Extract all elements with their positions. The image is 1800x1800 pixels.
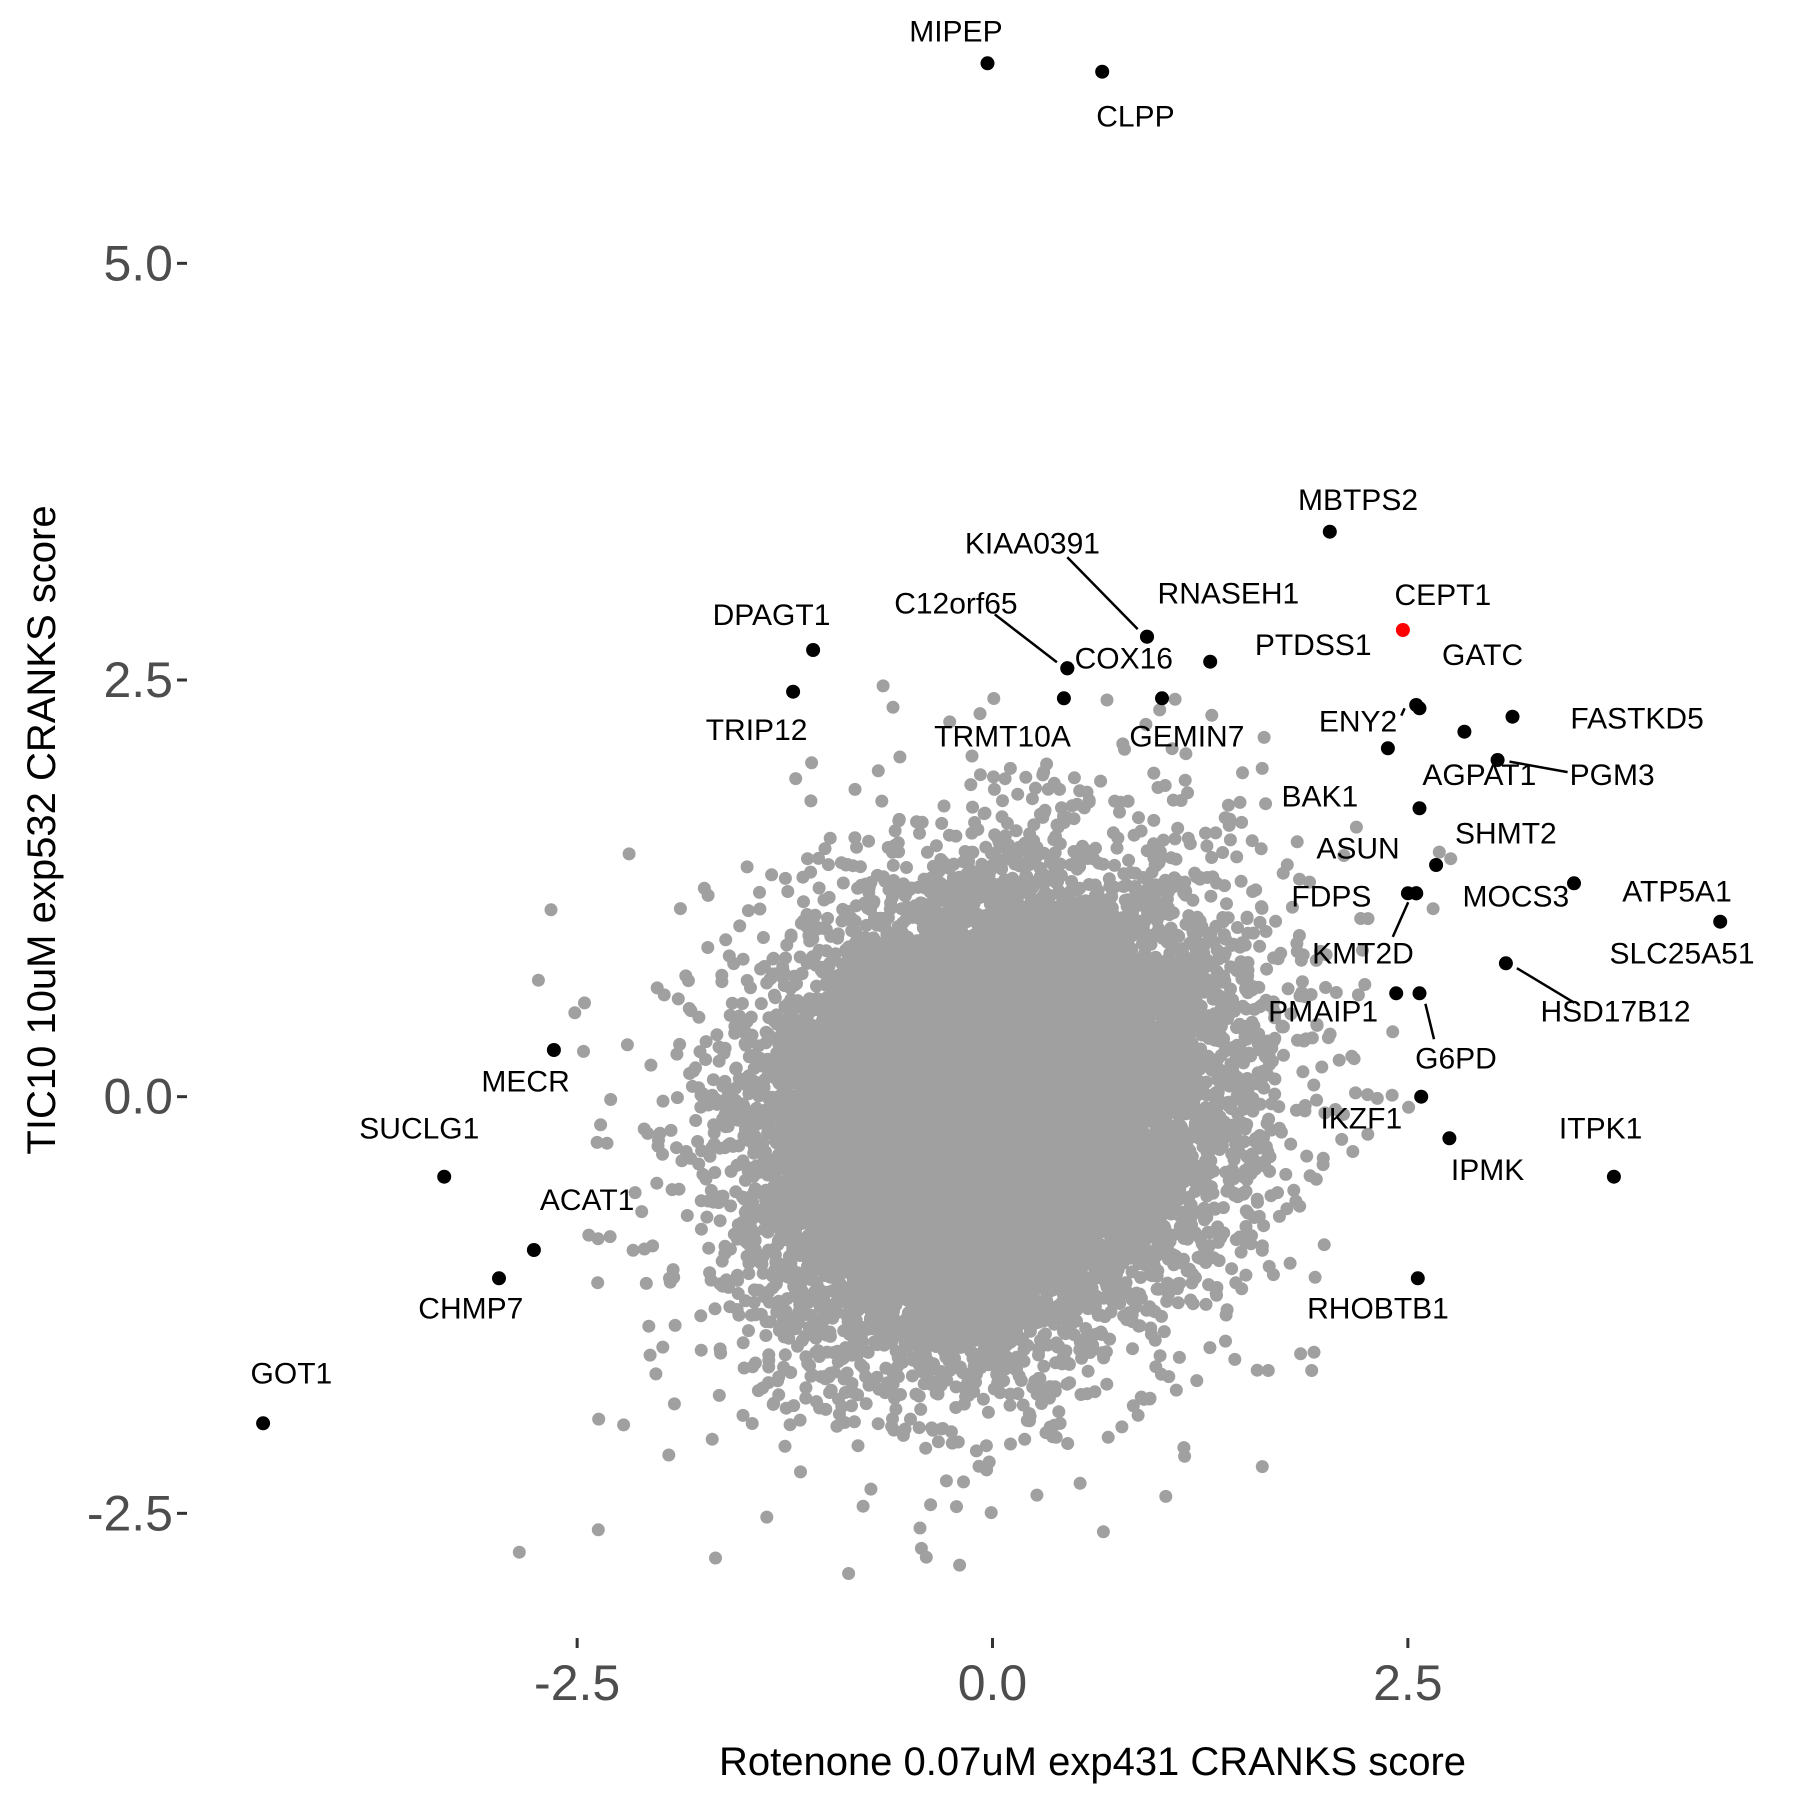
background-points: [512, 679, 1458, 1580]
background-point: [656, 1340, 670, 1354]
background-point: [836, 902, 850, 916]
background-point: [705, 1432, 719, 1446]
background-point: [753, 885, 766, 899]
background-point: [725, 996, 739, 1010]
background-point: [892, 814, 906, 828]
background-point: [1303, 875, 1316, 889]
background-point: [642, 1319, 656, 1333]
background-point: [1156, 833, 1170, 847]
background-point: [1169, 1383, 1183, 1397]
background-point: [762, 1348, 776, 1362]
background-point: [603, 1230, 617, 1244]
background-point: [1165, 742, 1179, 756]
background-point: [1172, 1350, 1186, 1364]
background-point: [929, 839, 943, 853]
background-point: [920, 845, 934, 859]
background-point: [987, 692, 1001, 705]
background-point: [694, 1100, 708, 1114]
background-point: [979, 1439, 993, 1453]
background-point: [1153, 1349, 1167, 1363]
background-point: [812, 881, 826, 895]
background-point: [886, 858, 900, 872]
background-point: [1255, 1460, 1269, 1474]
background-point: [544, 903, 558, 917]
background-point: [708, 1302, 722, 1316]
background-point: [1236, 766, 1249, 780]
background-point: [987, 770, 1000, 784]
background-point: [781, 885, 795, 898]
background-point: [875, 794, 889, 808]
background-point: [1115, 1420, 1129, 1434]
background-point: [694, 1309, 708, 1323]
background-point: [740, 860, 754, 874]
background-point: [1221, 798, 1235, 812]
background-point: [913, 1521, 927, 1535]
background-point: [1281, 982, 1295, 996]
background-point: [1073, 1476, 1087, 1490]
background-point: [1228, 1352, 1242, 1366]
background-point: [670, 1091, 684, 1105]
background-point: [1067, 771, 1081, 785]
background-point: [1332, 1053, 1346, 1067]
background-point: [1100, 693, 1114, 707]
background-point: [1204, 889, 1218, 903]
background-point: [712, 1388, 726, 1402]
background-point: [719, 933, 733, 947]
background-point: [862, 834, 876, 848]
background-point: [1335, 1132, 1349, 1146]
background-point: [864, 1482, 878, 1496]
background-point: [778, 1439, 792, 1453]
background-point: [710, 1028, 724, 1042]
background-point: [886, 700, 900, 714]
background-point: [939, 1474, 953, 1488]
background-point: [706, 1073, 720, 1087]
background-point: [973, 707, 987, 721]
background-point: [1162, 1370, 1176, 1384]
background-point: [876, 679, 890, 693]
background-point: [1284, 1137, 1298, 1151]
background-point: [1308, 1270, 1322, 1284]
background-point: [981, 1405, 995, 1419]
background-point: [600, 1136, 614, 1150]
background-point: [1106, 826, 1120, 840]
background-point: [1318, 1106, 1332, 1120]
background-point: [1199, 826, 1212, 840]
background-point: [591, 1276, 605, 1290]
background-point: [1030, 1488, 1044, 1502]
background-point: [950, 1500, 963, 1514]
background-point: [1323, 1027, 1337, 1041]
background-point: [1349, 1086, 1362, 1100]
background-point: [818, 842, 832, 856]
background-point: [810, 979, 823, 993]
background-point: [604, 1093, 618, 1106]
background-point: [697, 881, 711, 895]
background-point: [778, 871, 792, 885]
background-point: [1096, 1525, 1110, 1539]
background-point: [713, 1214, 727, 1228]
background-point: [1101, 1430, 1115, 1444]
